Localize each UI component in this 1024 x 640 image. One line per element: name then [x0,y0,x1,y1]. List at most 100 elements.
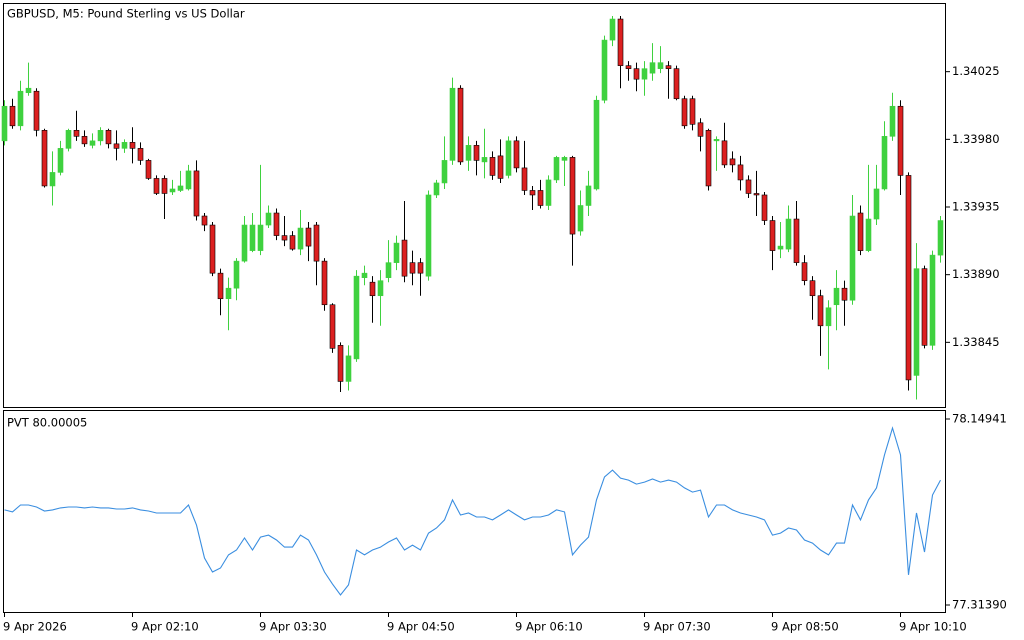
candle-body [41,130,48,187]
candle-body [673,68,680,100]
candle-body [1,105,8,142]
candle-body [585,185,592,206]
candle-body [57,148,64,173]
candle-body [193,170,200,217]
y-tick-label: 1.33845 [952,335,1000,349]
candle-body [281,235,288,241]
candle-body [401,239,408,277]
candle-body [577,205,584,232]
y-tick-label: 1.33935 [952,200,1000,214]
candle-body [809,280,816,297]
candle-body [49,172,56,187]
candle-body [73,130,80,137]
x-tick-label: 9 Apr 07:30 [643,620,711,634]
candle-body [697,122,704,137]
candle-body [553,157,560,181]
candle-body [425,194,432,277]
x-tick-label: 9 Apr 06:10 [515,620,583,634]
candle-body [169,188,176,193]
candle-body [849,215,856,301]
candle-body [737,164,744,181]
x-tick-label: 9 Apr 04:50 [387,620,455,634]
y-tick-label: 1.34025 [952,64,1000,78]
chart-title: GBPUSD, M5: Pound Sterling vs US Dollar [7,7,245,21]
candle-body [545,179,552,206]
candle-body [705,130,712,187]
candle-body [745,179,752,194]
indicator-pane-frame [3,410,946,613]
candle-body [305,227,312,247]
candle-body [857,212,864,251]
candle-body [273,212,280,236]
candle-body [505,140,512,176]
candle-body [865,218,872,251]
candle-body [209,224,216,274]
candle-body [361,272,368,278]
candle-body [97,130,104,142]
candle-body [537,190,544,206]
candle-body [153,178,160,194]
candle-body [449,87,456,161]
candle-body [129,142,136,149]
candle-body [473,145,480,161]
candle-body [633,68,640,80]
x-tick-label: 9 Apr 03:30 [259,620,327,634]
candle-body [825,307,832,327]
candle-body [689,98,696,125]
candle-body [889,105,896,137]
candle-body [649,62,656,74]
candle-body [521,167,528,191]
y-tick-label: 1.33980 [952,132,1000,146]
candle-body [225,287,232,300]
candle-body [601,39,608,101]
candle-body [201,215,208,226]
candle-body [417,262,424,274]
candle-body [65,130,72,149]
candle-body [377,280,384,297]
candle-body [17,90,24,127]
candle-body [665,65,672,69]
candle-body [593,99,600,190]
candle-body [369,281,376,297]
candle-body [385,262,392,278]
candle-body [25,87,32,94]
candle-body [929,254,936,346]
candle-body [265,212,272,226]
x-tick-label: 9 Apr 10:10 [899,620,967,634]
candle-body [289,235,296,250]
candle-body [873,188,880,220]
y-tick-label: 1.33890 [952,267,1000,281]
candle-body [441,160,448,184]
candle-body [185,170,192,190]
candle-body [777,245,784,250]
candle-body [801,262,808,281]
candle-body [217,272,224,300]
candle-body [529,190,536,196]
candle-body [105,130,112,145]
candle-body [297,227,304,250]
candle-body [617,18,624,66]
x-tick-label: 9 Apr 2026 [3,620,67,634]
candle-body [841,287,848,301]
candle-body [113,143,120,149]
candle-body [657,62,664,69]
candle-body [249,224,256,251]
candle-body [561,157,568,161]
candle-body [313,224,320,262]
candle-body [761,194,768,221]
candle-body [793,218,800,263]
x-tick-label: 9 Apr 08:50 [771,620,839,634]
candle-body [497,155,504,179]
indicator-title: PVT 80.00005 [7,416,87,430]
indicator-line [4,426,941,596]
candle-body [481,157,488,163]
x-tick-label: 9 Apr 02:10 [131,620,199,634]
candle-body [753,193,760,196]
candle-body [81,136,88,145]
candle-body [337,345,344,382]
candle-body [465,145,472,161]
candle-body [785,218,792,250]
candle-body [121,142,128,149]
candle-body [329,304,336,349]
